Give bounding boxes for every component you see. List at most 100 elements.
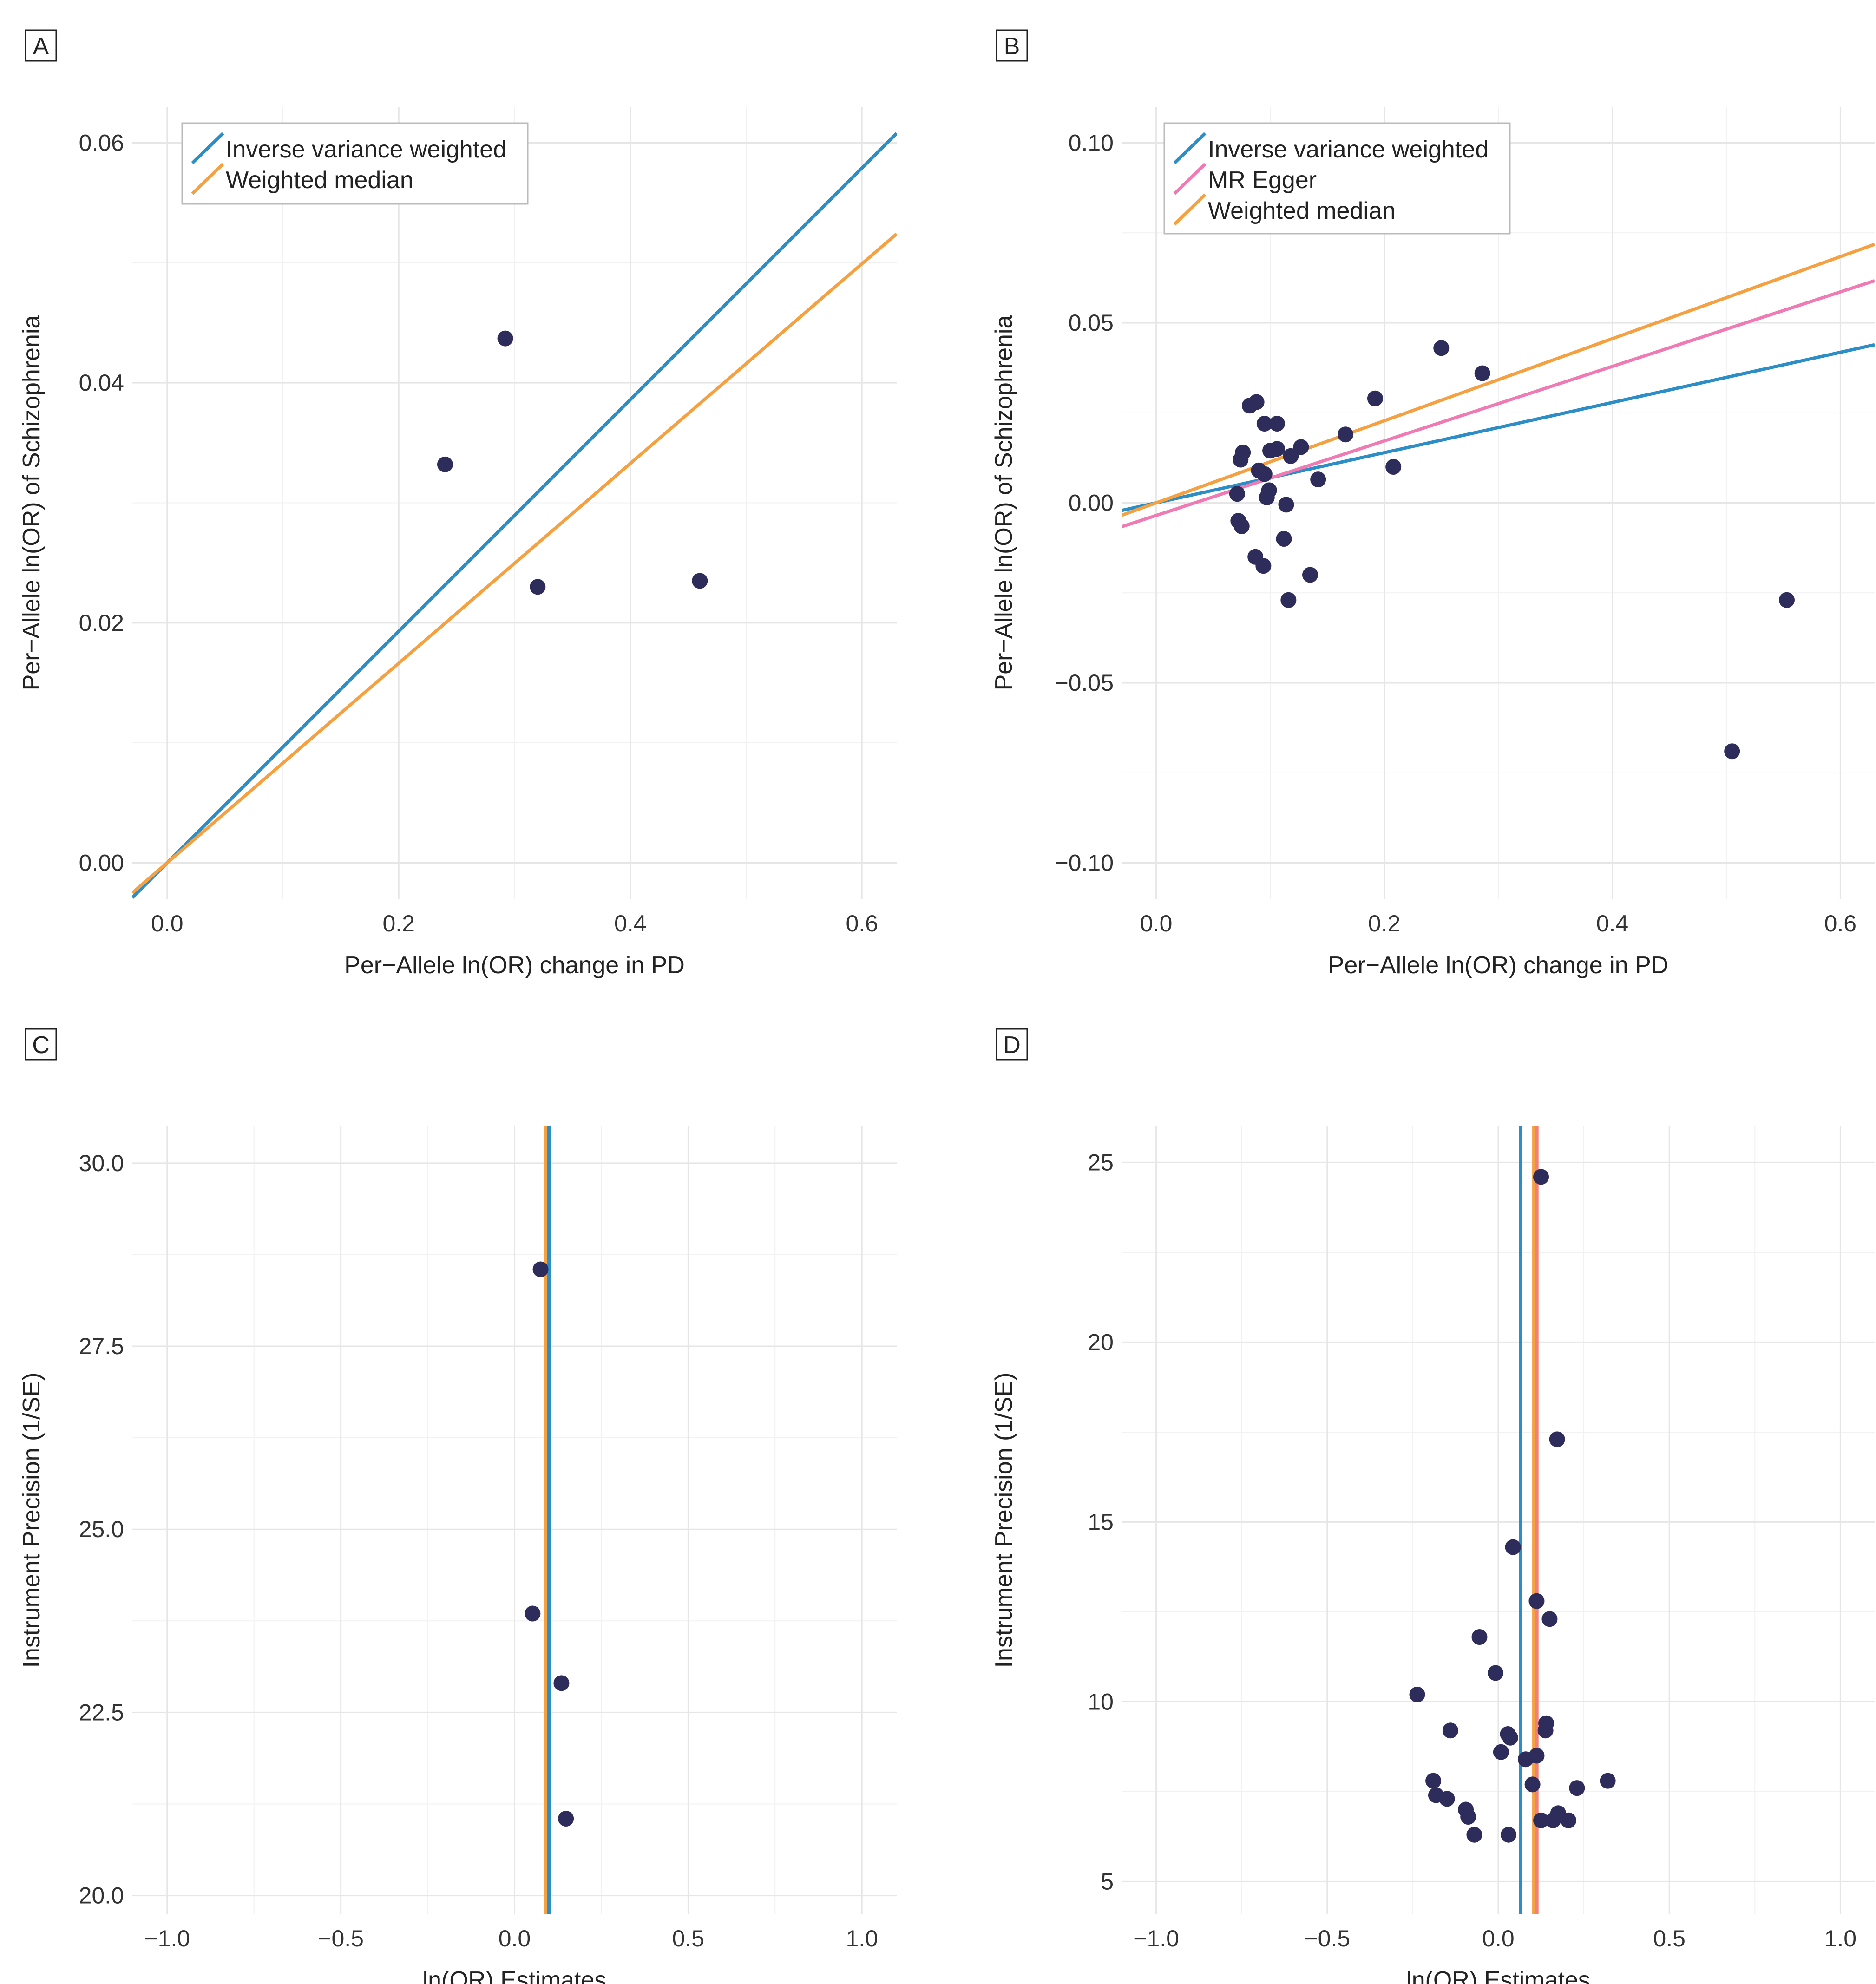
data-point — [1560, 1812, 1576, 1828]
major-grid — [132, 1126, 897, 1914]
x-axis-title: ln(OR) Estimates — [423, 1967, 607, 1984]
y-tick-label: −0.10 — [1055, 850, 1114, 876]
y-tick-label: 0.00 — [1069, 490, 1114, 516]
minor-grid — [132, 107, 897, 899]
x-tick-label: −1.0 — [144, 1925, 190, 1951]
x-tick-label: 0.4 — [614, 910, 647, 936]
x-tick-label: 0.6 — [1824, 910, 1857, 936]
y-tick-label: 0.10 — [1069, 130, 1114, 156]
data-point — [532, 1261, 549, 1277]
data-point — [525, 1605, 541, 1622]
x-axis-title: Per−Allele ln(OR) change in PD — [344, 952, 685, 979]
data-point — [1276, 531, 1292, 547]
legend-box — [1163, 122, 1511, 235]
y-tick-label: 22.5 — [79, 1699, 124, 1725]
panel-tag: D — [1003, 1032, 1021, 1059]
y-tick-label: 27.5 — [79, 1333, 124, 1359]
fit-lines — [544, 1126, 551, 1914]
legend-key — [1173, 193, 1207, 226]
y-tick-label: 20 — [1088, 1329, 1114, 1355]
data-point — [437, 456, 453, 472]
y-tick-label: 30.0 — [79, 1150, 124, 1176]
data-point — [558, 1811, 574, 1827]
y-tick-label: 5 — [1101, 1868, 1114, 1894]
data-point — [1600, 1773, 1616, 1789]
legend-label: Weighted median — [226, 167, 413, 194]
x-tick-label: −1.0 — [1133, 1925, 1179, 1951]
y-axis-title: Instrument Precision (1/SE) — [990, 1373, 1017, 1668]
data-point — [1229, 486, 1245, 502]
panel-tag: B — [1004, 33, 1020, 60]
y-tick-label: 20.0 — [79, 1883, 124, 1909]
fit-lines — [1122, 242, 1875, 529]
y-tick-label: 15 — [1088, 1509, 1114, 1535]
fit-lines — [132, 132, 897, 899]
panel-tag-box — [996, 1028, 1028, 1061]
data-point — [1425, 1773, 1442, 1789]
weighted-medianline — [1122, 242, 1875, 517]
legend: Inverse variance weighted Weighted median — [181, 122, 529, 205]
legend-key — [191, 132, 224, 164]
x-tick-label: 0.4 — [1596, 910, 1629, 936]
x-tick-label: −0.5 — [1304, 1925, 1350, 1951]
panel-d: D −1.0 −0.5 0.0 0.5 1.0 5 10 15 20 25 ln(OR) Estima… — [990, 1028, 1875, 1984]
y-tick-label: 0.04 — [79, 370, 124, 396]
x-tick-label: 0.0 — [151, 910, 184, 936]
data-point — [1269, 441, 1285, 457]
data-point — [1779, 592, 1795, 608]
x-axis-title: Per−Allele ln(OR) change in PD — [1328, 952, 1669, 979]
data-point — [1533, 1169, 1549, 1185]
x-tick-label: 0.5 — [672, 1925, 705, 1951]
data-point — [1460, 1809, 1476, 1825]
y-tick-label: 0.06 — [79, 130, 124, 156]
data-point — [1233, 452, 1249, 468]
data-point — [1269, 416, 1285, 432]
panel-b: B 0.0 0.2 0.4 0.6 −0.10 −0.05 0.00 0.05 0.10 Per−A… — [990, 29, 1875, 979]
data-point — [1385, 459, 1402, 475]
mr-eggerline — [1122, 279, 1875, 529]
data-point — [1310, 471, 1326, 488]
data-point — [553, 1675, 570, 1691]
legend-label: Inverse variance weighted — [226, 136, 506, 163]
data-point — [1724, 743, 1740, 760]
legend-key — [1173, 132, 1207, 164]
x-tick-label: 1.0 — [846, 1925, 878, 1951]
legend-key — [191, 163, 224, 195]
x-axis-title: ln(OR) Estimates — [1406, 1967, 1590, 1984]
data-point — [1524, 1776, 1541, 1793]
panel-tag-box — [25, 29, 57, 62]
data-point — [1537, 1722, 1554, 1739]
x-tick-label: 0.0 — [499, 1925, 531, 1951]
legend-label: Weighted median — [1208, 197, 1396, 224]
y-tick-label: 25 — [1088, 1149, 1114, 1175]
data-point — [1293, 439, 1309, 455]
y-axis-title: Per−Allele ln(OR) of Schizophrenia — [18, 315, 45, 691]
x-tick-label: 0.6 — [846, 910, 878, 936]
data-point — [1283, 448, 1299, 464]
legend: Inverse variance weighted MR Egger Weighte… — [1163, 122, 1511, 235]
legend-label: MR Egger — [1208, 167, 1317, 194]
data-point — [530, 579, 546, 595]
y-tick-label: −0.05 — [1055, 670, 1114, 696]
y-tick-label: 25.0 — [79, 1516, 124, 1542]
y-tick-label: 0.00 — [79, 850, 124, 876]
data-point — [1255, 558, 1272, 574]
fit-lines — [1519, 1126, 1539, 1914]
inverse-variance-weightedline — [132, 132, 897, 899]
data-point — [1541, 1611, 1558, 1627]
y-tick-label: 10 — [1088, 1689, 1114, 1715]
data-point — [1409, 1686, 1425, 1702]
y-axis-title: Instrument Precision (1/SE) — [18, 1373, 45, 1668]
data-point — [1439, 1791, 1455, 1807]
panel-tag: A — [33, 33, 49, 60]
legend-key — [1173, 163, 1207, 195]
panel-tag: C — [32, 1032, 50, 1059]
data-points — [1409, 1169, 1616, 1843]
data-point — [1466, 1827, 1482, 1843]
data-points — [525, 1261, 574, 1827]
data-points — [1229, 340, 1795, 760]
data-point — [1433, 340, 1450, 356]
data-point — [1280, 592, 1297, 608]
data-point — [1569, 1780, 1585, 1796]
x-tick-label: 0.5 — [1653, 1925, 1686, 1951]
